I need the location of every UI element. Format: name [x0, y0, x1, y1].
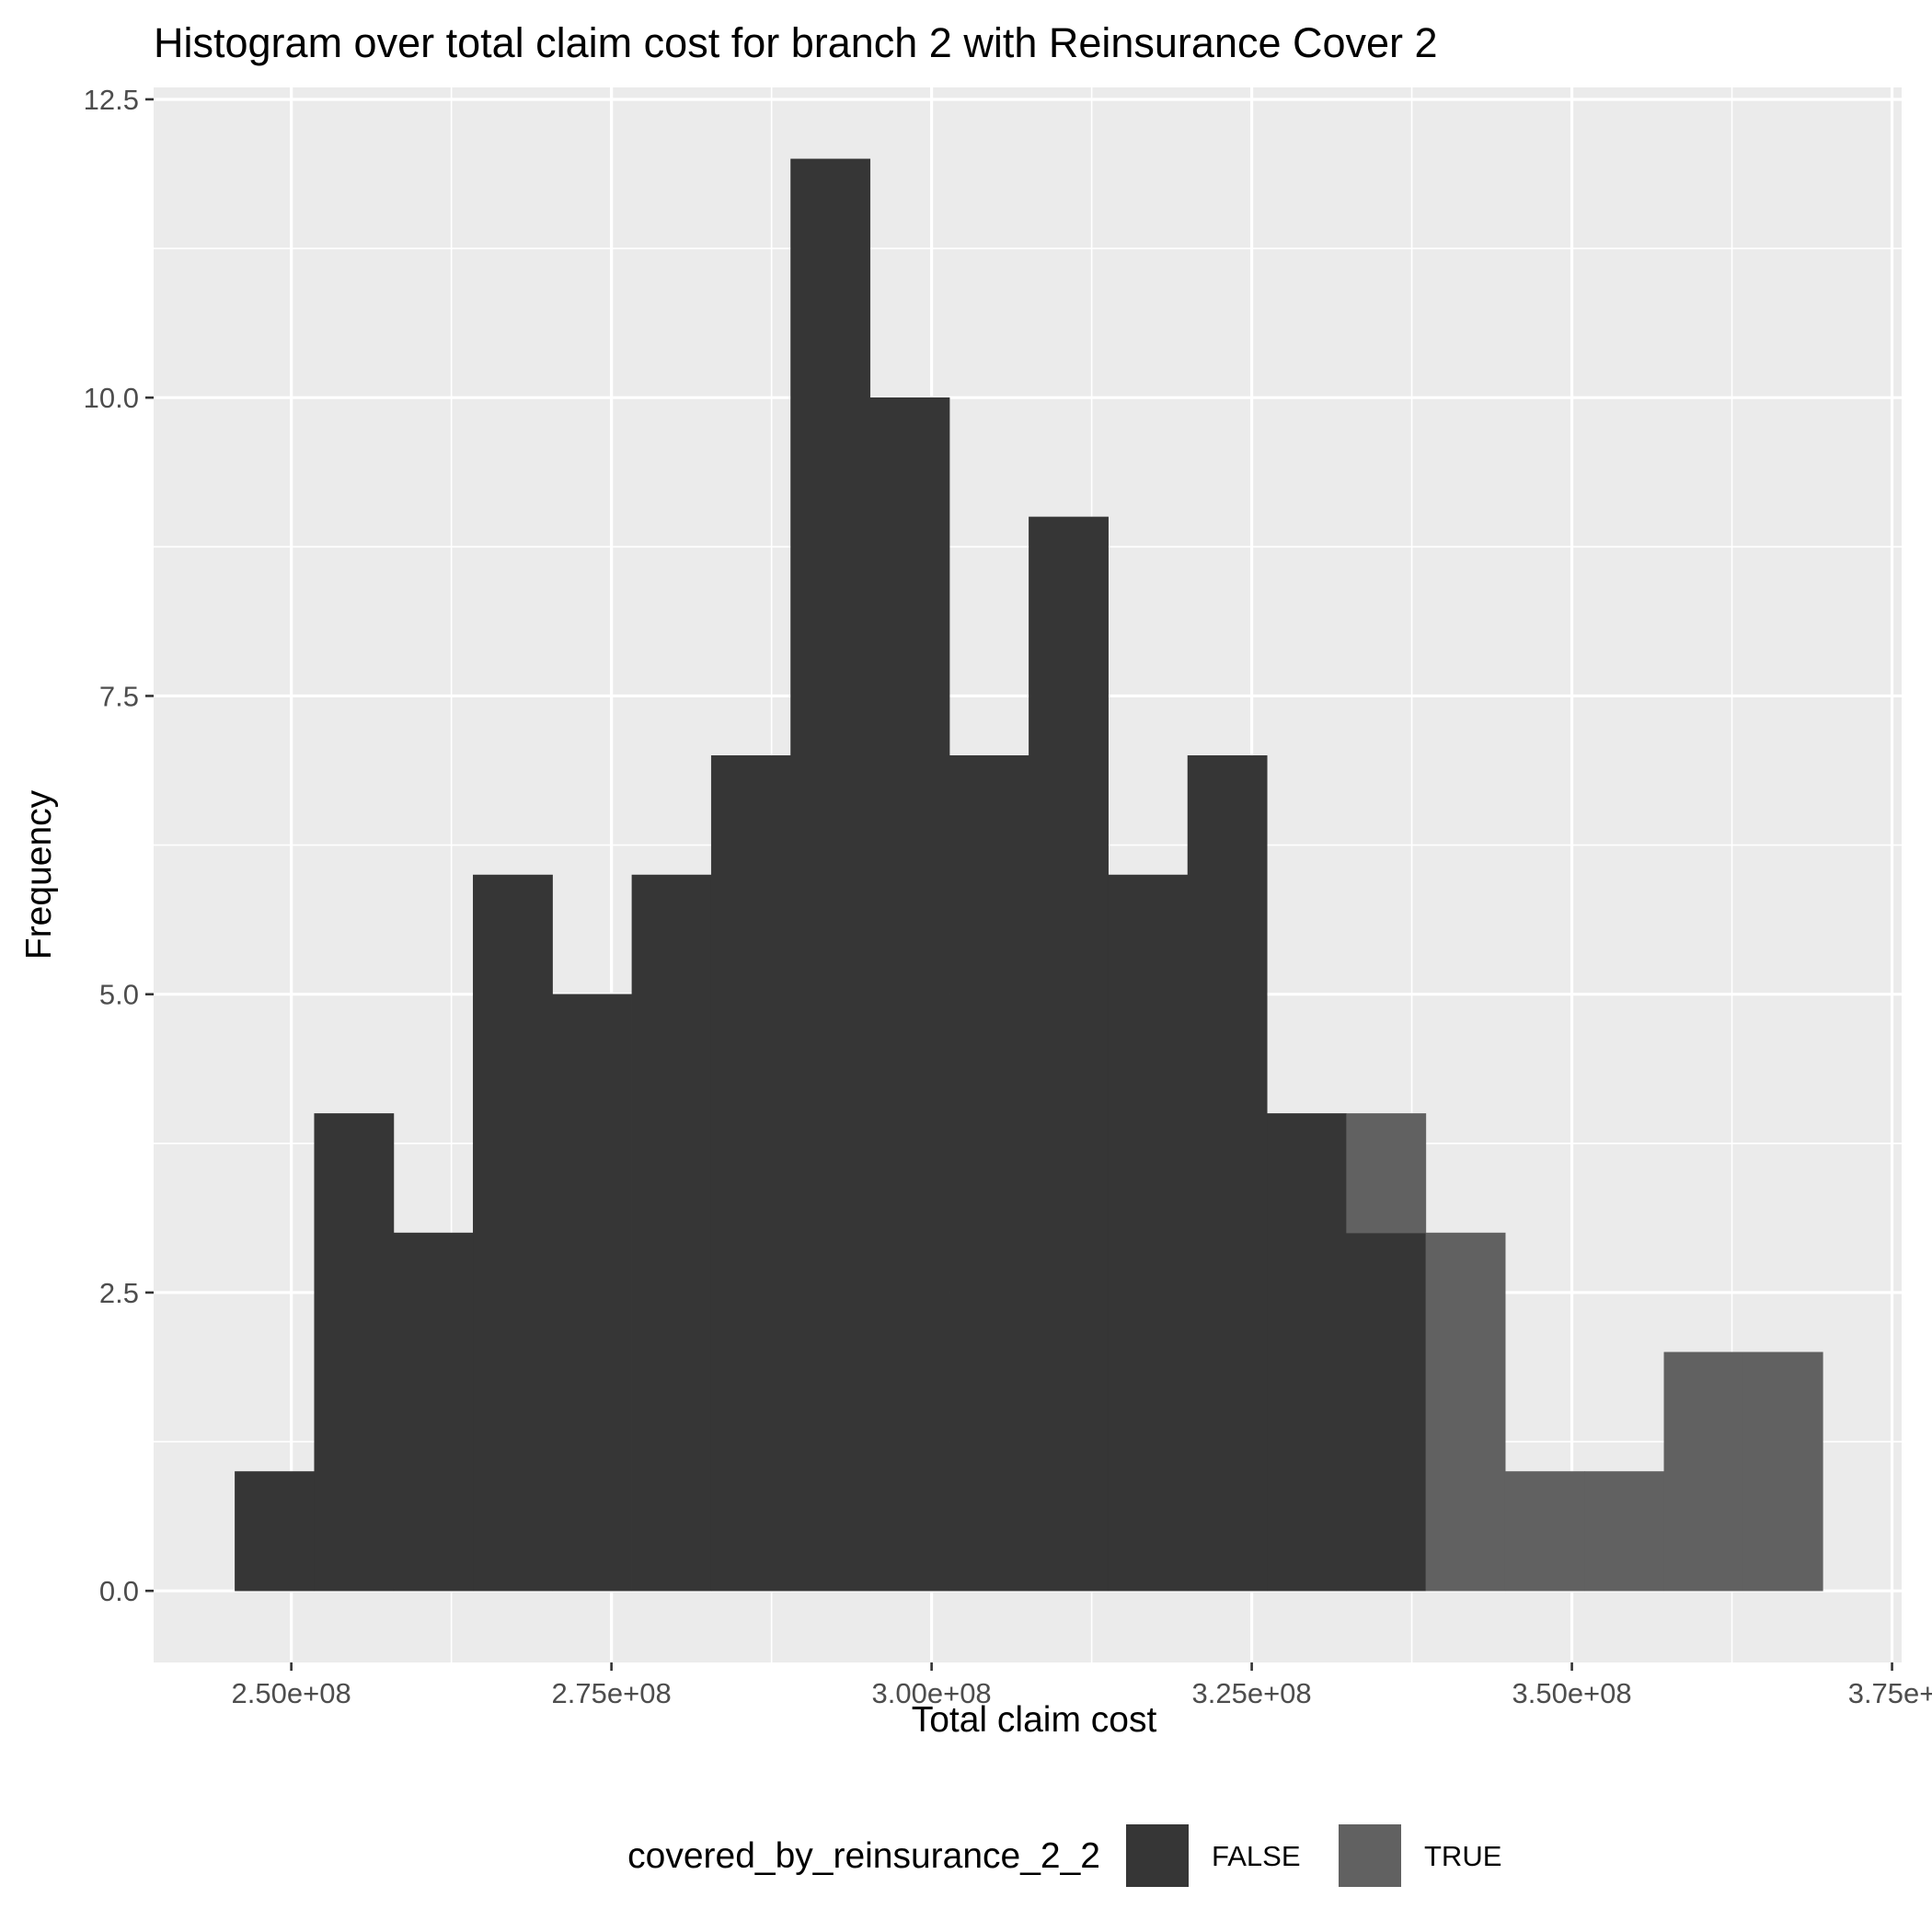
legend-key-false	[1126, 1824, 1189, 1887]
bar-true-19	[1742, 1351, 1823, 1592]
chart-title: Histogram over total claim cost for bran…	[154, 19, 1438, 66]
y-tick-label: 5.0	[99, 979, 139, 1011]
legend: covered_by_reinsurance_2_2 FALSE TRUE	[627, 1824, 1501, 1887]
y-tick-label: 12.5	[84, 84, 139, 116]
bar-false-10	[1029, 516, 1109, 1592]
bar-true-15	[1425, 1232, 1506, 1592]
x-tick-label: 3.50e+08	[1512, 1677, 1631, 1709]
legend-title: covered_by_reinsurance_2_2	[627, 1836, 1100, 1876]
bar-false-4	[552, 994, 633, 1592]
y-tick-label: 7.5	[99, 680, 139, 712]
x-tick-label: 3.75e+	[1848, 1677, 1932, 1709]
bar-false-1	[314, 1113, 395, 1592]
legend-label-true: TRUE	[1424, 1840, 1501, 1872]
bar-false-14	[1346, 1232, 1427, 1592]
bar-false-9	[949, 755, 1029, 1592]
bar-false-3	[473, 874, 553, 1592]
y-tick-label: 0.0	[99, 1575, 139, 1607]
y-tick-label: 10.0	[84, 382, 139, 414]
bars	[235, 158, 1823, 1592]
axes: 0.0 2.5 5.0 7.5 10.0 12.5 2.50e+08 2.75e+08 3.00…	[84, 84, 1932, 1709]
x-axis-title: Total claim cost	[912, 1700, 1157, 1740]
x-tick-label: 2.75e+08	[552, 1677, 672, 1709]
bar-true-17	[1584, 1471, 1665, 1592]
legend-label-false: FALSE	[1212, 1840, 1301, 1872]
bar-true-18	[1663, 1351, 1744, 1592]
y-tick-label: 2.5	[99, 1277, 139, 1309]
bar-true-16	[1504, 1471, 1585, 1592]
y-axis-title: Frequency	[19, 789, 59, 960]
bar-true-14	[1346, 1113, 1427, 1234]
bar-false-13	[1267, 1113, 1347, 1592]
x-tick-label: 2.50e+08	[232, 1677, 351, 1709]
bar-false-2	[393, 1232, 474, 1592]
bar-false-8	[869, 397, 950, 1592]
legend-key-true	[1339, 1824, 1401, 1887]
bar-false-0	[235, 1471, 315, 1592]
bar-false-5	[631, 874, 712, 1592]
x-tick-label: 3.25e+08	[1192, 1677, 1312, 1709]
x-tick-label: 3.00e+08	[872, 1677, 992, 1709]
bar-false-6	[710, 755, 791, 1592]
bar-false-11	[1108, 874, 1189, 1592]
bar-false-12	[1187, 755, 1268, 1592]
bar-false-7	[790, 158, 871, 1592]
